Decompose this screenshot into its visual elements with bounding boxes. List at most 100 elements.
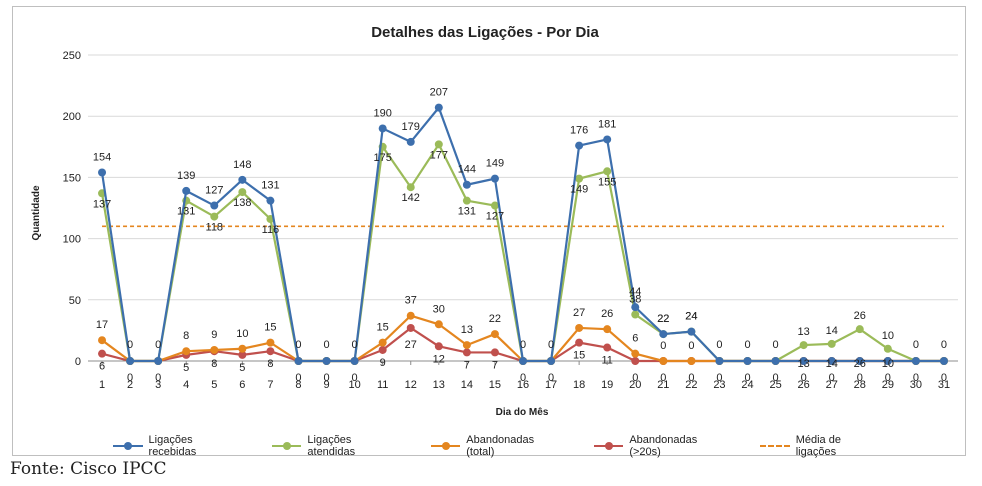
data-label: 116 (262, 224, 280, 236)
data-label: 10 (882, 330, 894, 342)
data-point (603, 325, 612, 334)
data-label: 131 (458, 206, 476, 218)
data-label: 0 (744, 339, 750, 351)
x-tick-label: 11 (377, 379, 388, 391)
data-point (266, 347, 275, 356)
data-label: 15 (264, 322, 276, 334)
legend-label: Ligações atendidas (307, 434, 356, 458)
data-label: 149 (570, 184, 588, 196)
data-label: 0 (660, 340, 666, 352)
x-tick-label: 12 (405, 379, 417, 391)
data-point (210, 345, 219, 354)
data-label: 0 (885, 372, 891, 384)
data-label: 0 (323, 372, 329, 384)
data-label: 0 (127, 372, 133, 384)
data-point (855, 357, 864, 365)
data-point (631, 349, 640, 358)
data-label: 0 (520, 372, 526, 384)
data-point (182, 347, 191, 356)
data-point (238, 175, 247, 184)
data-label: 7 (464, 359, 470, 371)
legend-swatch (271, 439, 302, 453)
data-point (406, 311, 415, 320)
data-label: 176 (570, 125, 588, 137)
data-label: 27 (573, 307, 585, 319)
data-point (266, 338, 275, 347)
data-label: 0 (155, 372, 161, 384)
data-label: 0 (801, 372, 807, 384)
data-point (603, 135, 612, 144)
data-label: 0 (155, 339, 161, 351)
x-tick-label: 17 (545, 379, 557, 391)
data-point (827, 339, 836, 348)
legend-label: Abandonadas (>20s) (629, 434, 698, 458)
data-label: 0 (548, 339, 554, 351)
data-point (827, 357, 836, 365)
data-label: 142 (402, 192, 420, 204)
y-tick-label: 250 (63, 50, 81, 62)
data-label: 26 (601, 308, 613, 320)
data-point (238, 188, 247, 197)
data-label: 0 (941, 339, 947, 351)
data-point (490, 174, 499, 183)
data-label: 24 (685, 311, 697, 323)
data-label: 0 (352, 339, 358, 351)
data-point (406, 323, 415, 332)
data-point (659, 357, 668, 365)
data-label: 24 (685, 311, 697, 323)
data-point (575, 141, 584, 150)
y-axis-label: Quantidade (31, 185, 42, 240)
data-label: 0 (913, 372, 919, 384)
y-tick-label: 150 (63, 172, 81, 184)
legend-swatch (113, 439, 143, 453)
data-point (603, 343, 612, 352)
data-point (687, 327, 696, 336)
data-label: 10 (882, 358, 894, 370)
legend-label: Média de ligações (795, 434, 841, 458)
data-label: 22 (657, 313, 669, 325)
data-label: 27 (405, 339, 417, 351)
data-label: 22 (489, 313, 501, 325)
data-label: 144 (458, 164, 476, 176)
data-point (406, 183, 415, 192)
x-tick-label: 13 (433, 379, 445, 391)
legend-item: Média de ligações (760, 434, 883, 458)
data-label: 0 (352, 372, 358, 384)
x-tick-label: 31 (938, 379, 950, 391)
data-point (322, 357, 331, 365)
data-label: 13 (798, 358, 810, 370)
data-point (547, 357, 556, 365)
data-label: 127 (486, 211, 504, 223)
data-label: 0 (857, 372, 863, 384)
data-label: 179 (402, 121, 420, 133)
data-point (98, 349, 107, 358)
y-tick-label: 0 (75, 356, 81, 368)
data-point (911, 357, 920, 365)
data-point (883, 357, 892, 365)
data-label: 155 (598, 176, 616, 188)
data-label: 138 (233, 197, 251, 209)
data-label: 0 (548, 372, 554, 384)
data-point (631, 310, 640, 319)
data-label: 15 (573, 350, 585, 362)
data-label: 17 (96, 319, 108, 331)
x-tick-label: 5 (211, 379, 217, 391)
data-point (631, 303, 640, 312)
data-point (631, 357, 640, 365)
data-label: 137 (93, 198, 111, 210)
data-label: 0 (632, 372, 638, 384)
legend-label: Ligações recebidas (148, 434, 197, 458)
data-label: 0 (295, 339, 301, 351)
data-point (883, 344, 892, 353)
x-tick-label: 9 (323, 379, 329, 391)
data-label: 0 (660, 372, 666, 384)
data-label: 149 (486, 158, 504, 170)
x-axis-label: Dia do Mês (496, 407, 549, 418)
x-tick-label: 16 (517, 379, 529, 391)
data-point (406, 137, 415, 146)
data-point (939, 357, 948, 365)
data-label: 8 (267, 358, 273, 370)
legend-label: Abandonadas (total) (466, 434, 535, 458)
data-label: 6 (99, 361, 105, 373)
